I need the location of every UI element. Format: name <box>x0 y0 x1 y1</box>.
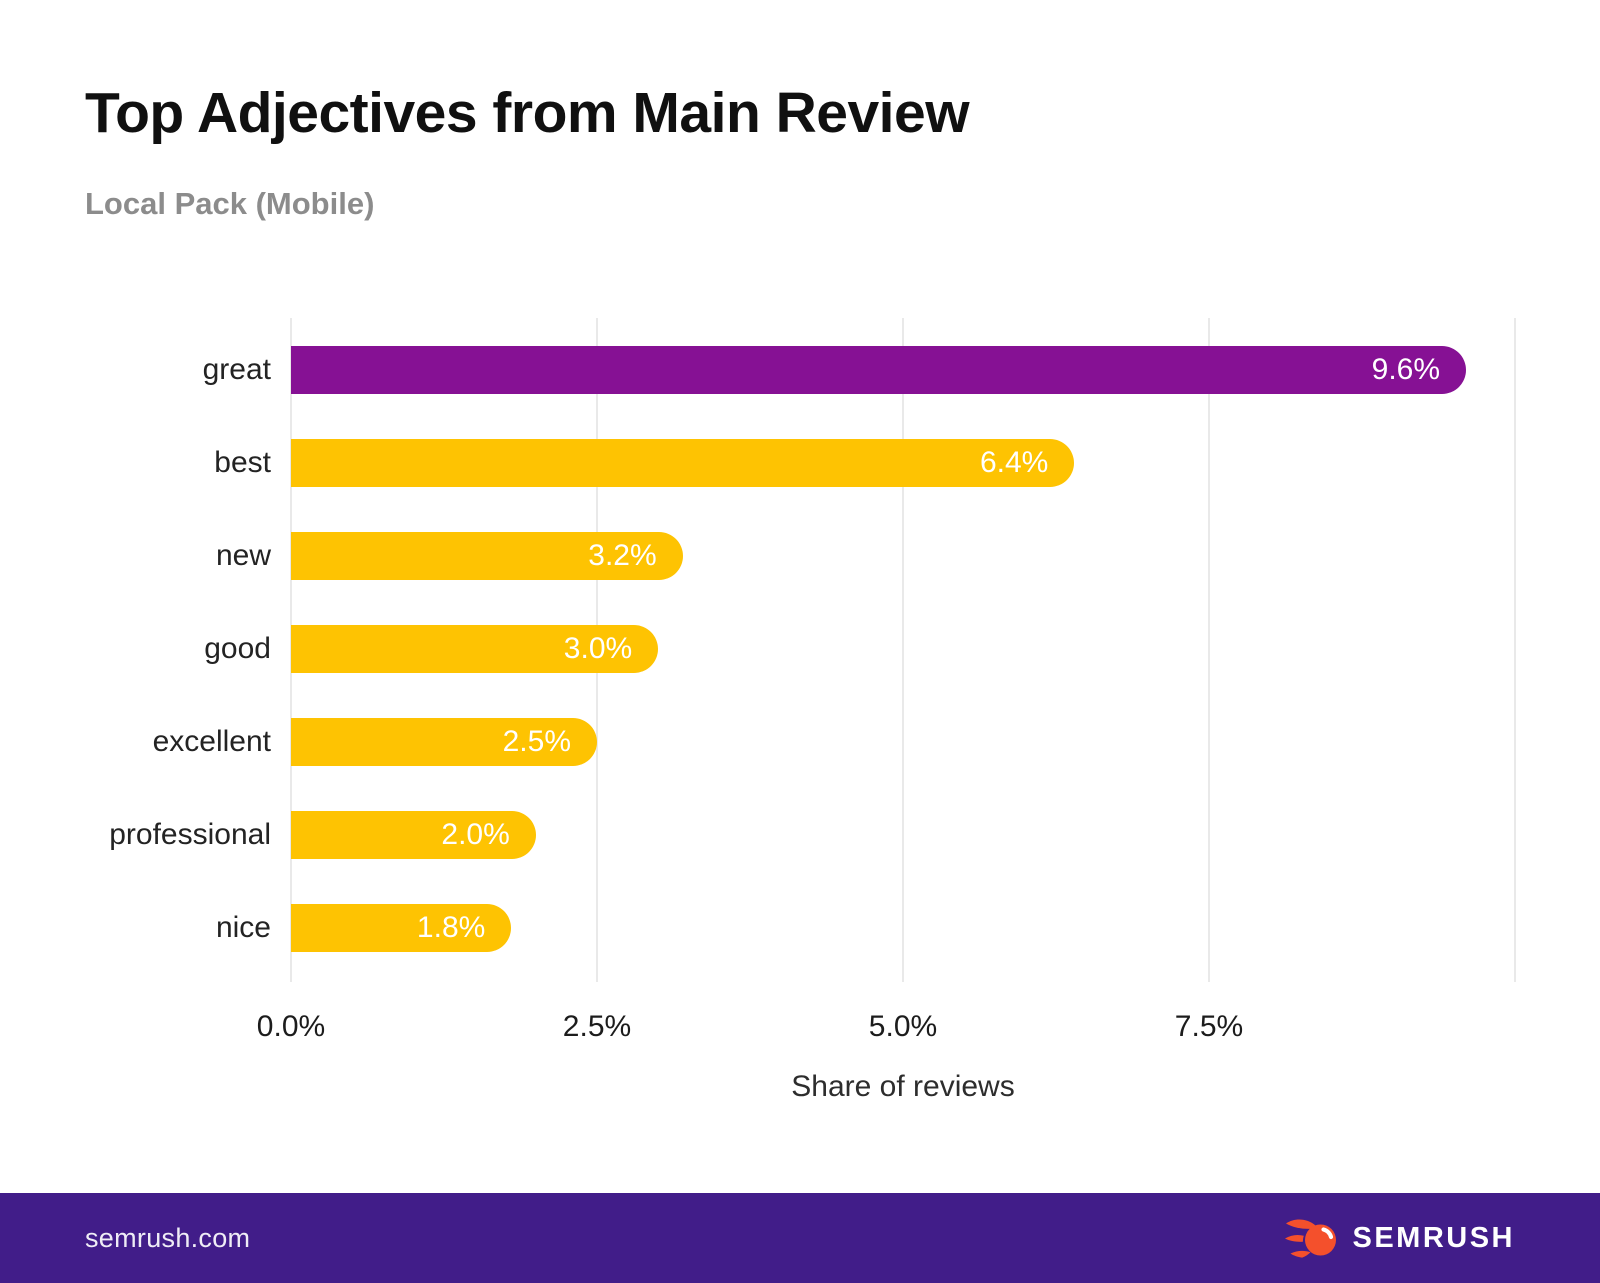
bar-row: best 6.4% <box>214 439 1515 487</box>
footer-site-text: semrush.com <box>85 1222 251 1253</box>
bar: 1.8% <box>291 904 512 952</box>
flame-ball-icon <box>1285 1219 1337 1258</box>
x-axis-title: Share of reviews <box>791 1070 1015 1103</box>
bar-row: new 3.2% <box>216 532 1515 580</box>
x-axis-tick-label: 7.5% <box>1174 1010 1244 1043</box>
bar: 6.4% <box>291 439 1075 487</box>
bar: 3.2% <box>291 532 683 580</box>
bar-row: great 9.6% <box>203 346 1515 394</box>
gridline <box>902 318 904 982</box>
bar-value-label: 9.6% <box>1371 353 1441 386</box>
page-title: Top Adjectives from Main Review <box>85 81 970 145</box>
bar-value-label: 6.4% <box>979 446 1049 479</box>
category-label: new <box>215 539 271 572</box>
semrush-logo: SEMRUSH <box>1285 1215 1515 1261</box>
bar: 2.5% <box>291 718 597 766</box>
bar: 3.0% <box>291 625 659 673</box>
brand-wordmark: SEMRUSH <box>1352 1221 1515 1254</box>
category-label: good <box>204 632 271 665</box>
bar-value-label: 3.0% <box>563 632 633 665</box>
category-label: nice <box>215 911 271 944</box>
page-subtitle: Local Pack (Mobile) <box>85 186 375 221</box>
bar-row: professional 2.0% <box>109 811 1515 859</box>
bar-value-label: 3.2% <box>588 539 657 572</box>
category-label: professional <box>109 818 271 851</box>
x-axis-tick-label: 0.0% <box>256 1010 326 1043</box>
category-label: excellent <box>152 725 271 758</box>
x-axis-tick-label: 2.5% <box>562 1010 632 1043</box>
category-label: great <box>202 353 271 386</box>
footer-bar: semrush.com SEMRUSH <box>0 1193 1600 1283</box>
gridline <box>1514 318 1516 982</box>
bar-value-label: 2.0% <box>441 818 510 851</box>
x-axis-tick-label: 5.0% <box>868 1010 938 1043</box>
bar: 9.6% <box>291 346 1467 394</box>
bar-value-label: 1.8% <box>416 911 486 944</box>
bar-row: nice 1.8% <box>216 904 1515 952</box>
bar-value-label: 2.5% <box>502 725 571 758</box>
category-label: best <box>214 446 271 479</box>
bar-row: good 3.0% <box>204 625 1515 673</box>
bar: 2.0% <box>291 811 536 859</box>
bar-chart: great 9.6% best 6.4% new 3.2% good 3.0% excellen… <box>109 318 1516 1103</box>
gridline <box>1208 318 1210 982</box>
bar-row: excellent 2.5% <box>153 718 1515 766</box>
